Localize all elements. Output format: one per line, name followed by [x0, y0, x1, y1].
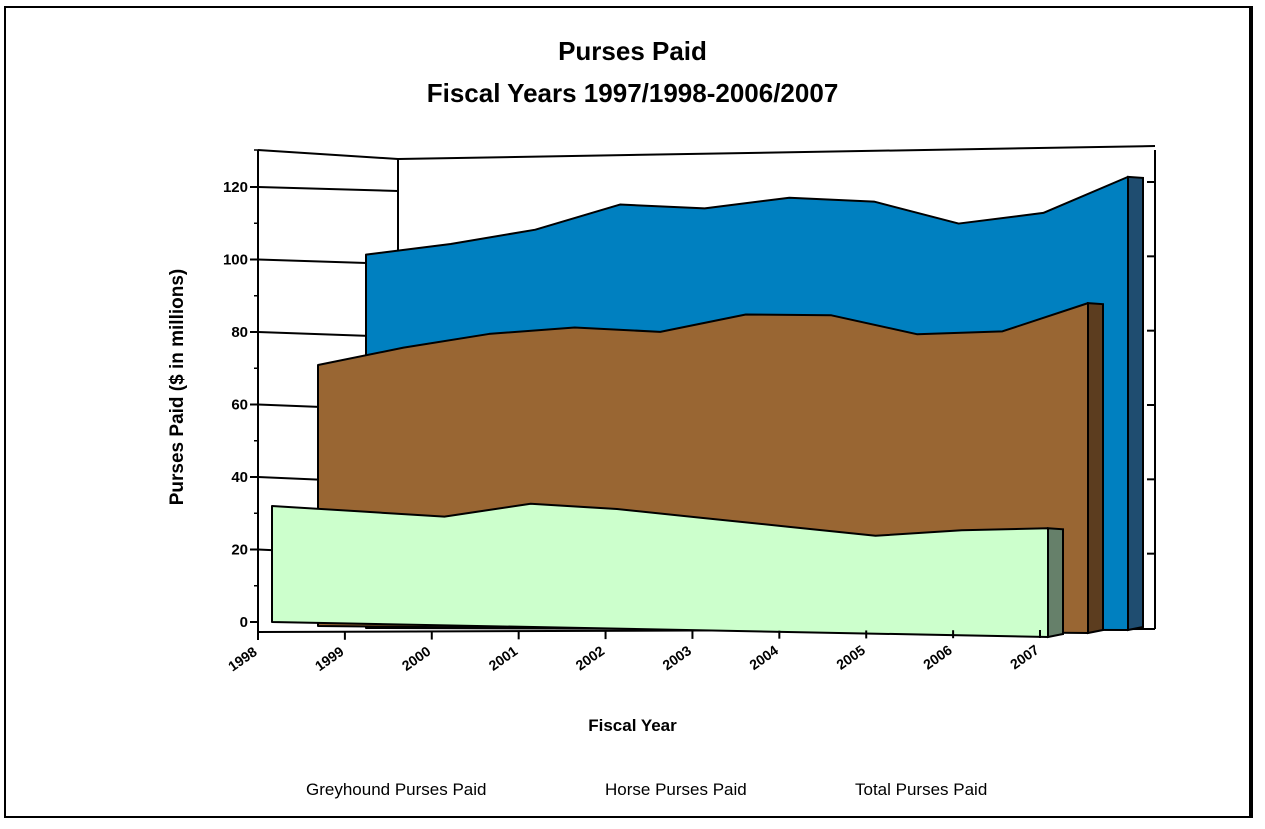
top-wall-line — [397, 145, 1156, 160]
y-tick-label: 100 — [223, 252, 248, 269]
y-tick-label: 60 — [231, 397, 248, 414]
area-side-face — [1087, 302, 1104, 635]
wall-gridline — [257, 186, 399, 192]
x-tick-label: 2006 — [920, 641, 955, 672]
chart-subtitle: Fiscal Years 1997/1998-2006/2007 — [426, 78, 839, 108]
x-tick-label: 2004 — [746, 642, 781, 673]
legend-item-horse: Horse Purses Paid — [605, 780, 747, 799]
y-axis-label: Purses Paid ($ in millions) — [167, 268, 188, 506]
chart-title: Purses Paid — [558, 36, 707, 66]
top-wall-left-line — [257, 149, 399, 160]
x-tick-label: 2001 — [486, 643, 521, 674]
x-tick-label: 2002 — [573, 642, 608, 673]
chart-border — [4, 6, 1253, 818]
x-tick-label: 2003 — [659, 642, 694, 673]
y-tick-label: 40 — [231, 469, 248, 486]
x-tick-label: 2000 — [399, 643, 434, 674]
area-side-face — [1047, 527, 1064, 639]
x-tick-label: 2007 — [1007, 641, 1042, 672]
y-tick-label: 20 — [231, 542, 248, 559]
x-tick-label: 1998 — [225, 643, 260, 674]
y-tick-label: 80 — [231, 324, 248, 341]
area-side-face — [1127, 175, 1144, 632]
y-tick-label: 0 — [240, 614, 248, 631]
y-tick-label: 120 — [223, 179, 248, 196]
x-axis-label: Fiscal Year — [588, 716, 677, 735]
legend-item-total: Total Purses Paid — [855, 780, 988, 799]
x-tick-label: 1999 — [312, 643, 347, 674]
legend-item-greyhound: Greyhound Purses Paid — [306, 780, 487, 799]
x-tick-label: 2005 — [833, 642, 868, 673]
